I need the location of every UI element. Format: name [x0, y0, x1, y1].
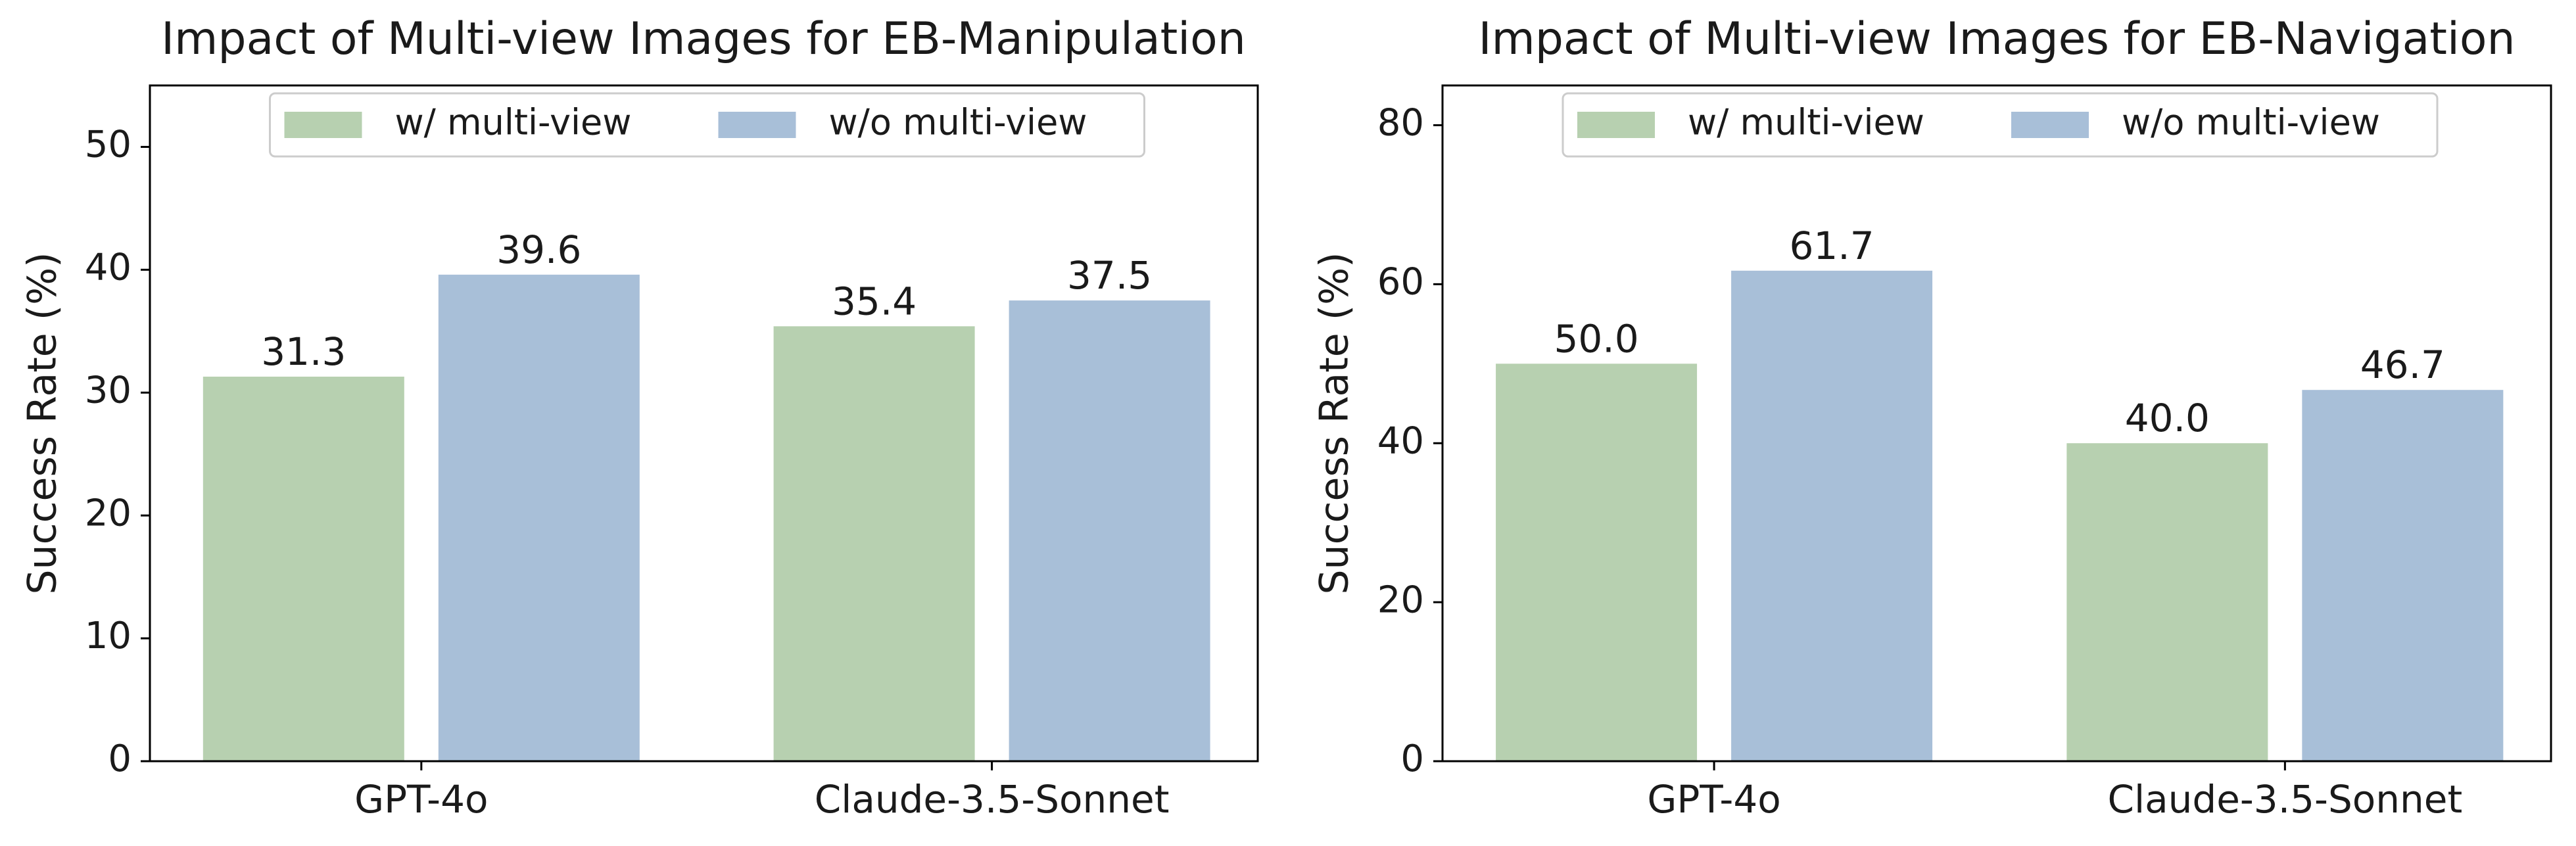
legend: w/ multi-view w/o multi-view: [1562, 92, 2439, 158]
x-tick-label: Claude-3.5-Sonnet: [815, 777, 1170, 822]
chart-marks: 31.3 39.6 GPT-4o 35.4 37.5 Claude-3.5-Sonnet 0…: [85, 84, 1259, 822]
legend-swatch-with-multiview: [1577, 112, 1655, 138]
chart-title: Impact of Multi-view Images for EB-Manip…: [161, 13, 1246, 65]
bar-value-label: 61.7: [1789, 223, 1874, 268]
bar-with-multiview-0: [1496, 364, 1698, 761]
plot-frame: [1441, 84, 2552, 763]
y-axis-label: Success Rate (%): [1312, 252, 1358, 594]
x-tick-label: Claude-3.5-Sonnet: [2107, 777, 2462, 822]
y-tick-label: 50: [85, 124, 131, 166]
chart-eb-navigation: Impact of Multi-view Images for EB-Navig…: [1312, 13, 2552, 822]
bar-value-label: 46.7: [2360, 342, 2445, 387]
bar-value-label: 50.0: [1554, 316, 1638, 361]
legend-label-with-multiview: w/ multi-view: [395, 102, 632, 143]
legend-label-with-multiview: w/ multi-view: [1688, 102, 1924, 143]
bar-with-multiview-1: [773, 326, 975, 762]
y-tick-label: 60: [1377, 260, 1424, 303]
legend-frame: [269, 92, 1145, 158]
plot-frame: [149, 84, 1259, 763]
y-tick-label: 80: [1377, 102, 1424, 145]
y-tick-label: 0: [108, 738, 131, 780]
y-tick-label: 40: [85, 247, 131, 289]
bar-without-multiview-1: [1009, 300, 1210, 761]
legend-swatch-with-multiview: [284, 112, 362, 138]
bar-value-label: 35.4: [832, 279, 917, 323]
chart-title: Impact of Multi-view Images for EB-Navig…: [1478, 13, 2515, 65]
bar-without-multiview-0: [438, 274, 640, 762]
y-tick-label: 40: [1377, 419, 1424, 462]
legend-frame: [1562, 92, 2439, 158]
chart-marks: 50.0 61.7 GPT-4o 40.0 46.7 Claude-3.5-Sonnet 0…: [1377, 84, 2552, 822]
y-tick-label: 30: [85, 369, 131, 411]
y-tick-label: 0: [1400, 738, 1424, 780]
bar-with-multiview-1: [2066, 443, 2268, 761]
y-tick-label: 20: [85, 492, 131, 534]
chart-eb-manipulation: Impact of Multi-view Images for EB-Manip…: [20, 13, 1259, 822]
bar-without-multiview-1: [2302, 390, 2504, 761]
legend-swatch-without-multiview: [2011, 112, 2089, 138]
legend-swatch-without-multiview: [718, 112, 796, 138]
bar-value-label: 37.5: [1067, 253, 1152, 298]
legend-label-without-multiview: w/o multi-view: [2122, 102, 2380, 143]
x-tick-label: GPT-4o: [1647, 777, 1780, 822]
bar-without-multiview-0: [1731, 270, 1933, 761]
x-tick-label: GPT-4o: [354, 777, 488, 822]
y-tick-label: 10: [85, 615, 131, 657]
bar-value-label: 40.0: [2125, 396, 2210, 440]
bar-with-multiview-0: [203, 376, 404, 761]
bar-value-label: 39.6: [496, 227, 581, 272]
y-axis-label: Success Rate (%): [20, 252, 66, 594]
bar-value-label: 31.3: [261, 329, 346, 374]
legend-label-without-multiview: w/o multi-view: [829, 102, 1087, 143]
legend: w/ multi-view w/o multi-view: [269, 92, 1145, 158]
y-tick-label: 20: [1377, 578, 1424, 621]
